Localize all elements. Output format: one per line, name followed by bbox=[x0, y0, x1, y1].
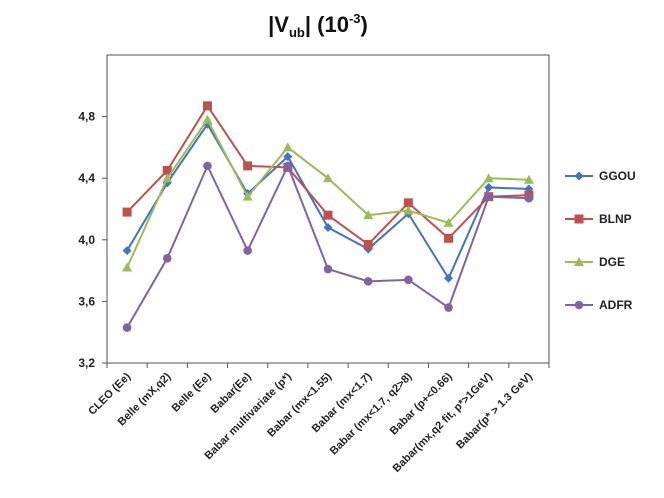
y-tick-label: 4,4 bbox=[78, 171, 95, 185]
data-point-blnp bbox=[363, 239, 373, 249]
chart-title-close: ) bbox=[361, 12, 368, 37]
data-point-adfr bbox=[162, 253, 172, 263]
legend-label-adfr: ADFR bbox=[599, 298, 633, 312]
chart-title-suffix: | (10 bbox=[305, 12, 349, 37]
data-point-adfr bbox=[122, 323, 132, 332]
data-point-blnp bbox=[162, 166, 172, 175]
data-point-dge bbox=[122, 262, 133, 272]
plot-frame bbox=[106, 54, 550, 364]
data-point-adfr bbox=[203, 161, 212, 171]
data-point-dge bbox=[242, 191, 253, 201]
data-point-blnp bbox=[403, 198, 413, 208]
chart-title-prefix: |V bbox=[268, 12, 289, 37]
data-point-adfr bbox=[243, 246, 252, 255]
data-point-blnp bbox=[202, 101, 212, 111]
legend: GGOU BLNP DGE ADFR bbox=[565, 169, 636, 312]
data-point-adfr bbox=[524, 193, 534, 203]
legend-marker-blnp bbox=[574, 214, 584, 224]
legend-label-blnp: BLNP bbox=[599, 212, 632, 226]
x-tick-label: Belle (Ee) bbox=[170, 370, 214, 414]
data-point-ggou bbox=[122, 246, 132, 256]
series-line-adfr bbox=[126, 163, 529, 329]
legend-label-dge: DGE bbox=[599, 255, 625, 269]
data-point-ggou bbox=[444, 273, 454, 283]
chart-title-superscript: -3 bbox=[349, 11, 361, 26]
data-point-adfr bbox=[283, 161, 293, 171]
data-point-dge bbox=[162, 173, 173, 183]
legend-marker-ggou bbox=[574, 171, 584, 181]
data-point-dge bbox=[282, 142, 293, 152]
legend-marker-adfr bbox=[574, 300, 584, 310]
data-point-blnp bbox=[444, 233, 454, 243]
data-point-blnp bbox=[122, 207, 132, 217]
data-point-dge bbox=[363, 210, 374, 220]
data-point-adfr bbox=[363, 277, 373, 286]
data-point-dge bbox=[523, 174, 534, 184]
y-tick-label: 3,2 bbox=[78, 356, 95, 370]
data-point-blnp bbox=[243, 161, 253, 171]
data-point-ggou bbox=[484, 182, 494, 192]
chart-title-subscript: ub bbox=[289, 25, 305, 40]
series-line-dge bbox=[126, 117, 529, 268]
data-point-ggou bbox=[283, 152, 293, 162]
chart-title: |Vub| (10-3) bbox=[268, 11, 368, 40]
data-point-dge bbox=[443, 217, 454, 227]
y-tick-label: 4,8 bbox=[78, 110, 95, 124]
data-point-adfr bbox=[323, 264, 333, 274]
legend-marker-dge bbox=[574, 257, 584, 266]
data-point-dge bbox=[323, 173, 333, 183]
y-tick-label: 4,0 bbox=[78, 233, 95, 247]
data-point-adfr bbox=[404, 275, 413, 285]
legend-label-ggou: GGOU bbox=[599, 169, 636, 183]
data-point-blnp bbox=[323, 210, 333, 220]
data-point-ggou bbox=[323, 222, 333, 232]
x-tick-label: Babar(p* > 1.3 GeV) bbox=[454, 370, 535, 451]
data-point-dge bbox=[403, 205, 414, 215]
data-point-dge bbox=[202, 114, 213, 124]
data-point-adfr bbox=[484, 192, 494, 201]
data-point-dge bbox=[483, 173, 494, 183]
data-point-adfr bbox=[444, 303, 453, 312]
y-tick-label: 3,6 bbox=[78, 294, 95, 308]
